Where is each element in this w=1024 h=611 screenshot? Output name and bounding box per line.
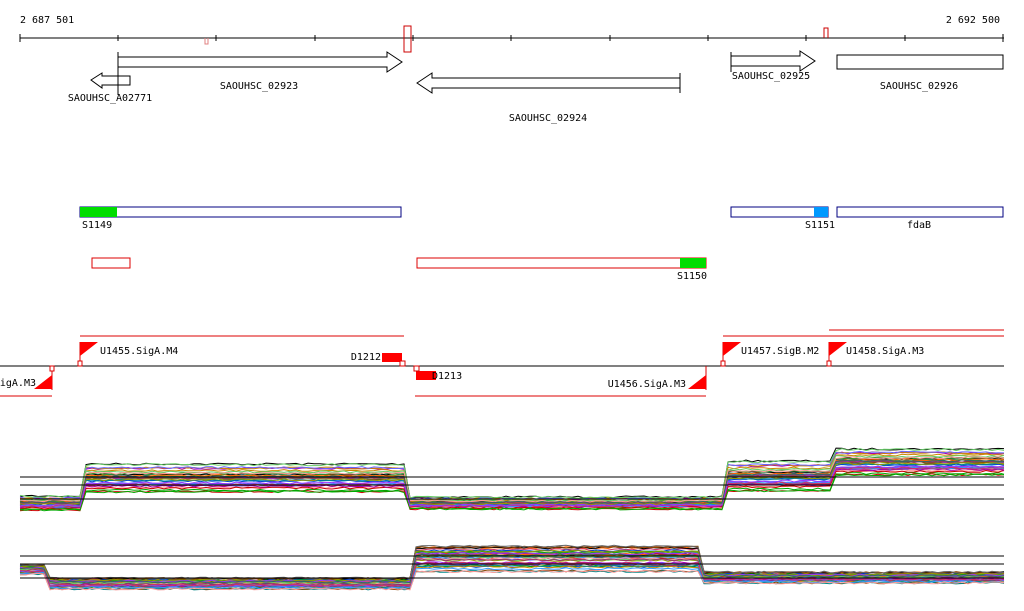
transcript-lines xyxy=(0,329,1004,397)
segment-fdaB[interactable]: fdaB xyxy=(836,206,1004,231)
ruler-position-marker[interactable] xyxy=(403,25,412,53)
gene-arrow-minus xyxy=(416,72,681,94)
ruler-markers xyxy=(204,25,829,53)
expression-profile-line xyxy=(19,555,1005,585)
promoter-label: U1457.SigB.M2 xyxy=(741,346,819,357)
promoter-igA-M3[interactable]: igA.M3 xyxy=(0,365,55,390)
segment-S1149[interactable]: S1149 xyxy=(79,206,402,231)
segment-outline xyxy=(836,206,1004,218)
expression-profile-line xyxy=(19,456,1005,503)
expression-reference-lines xyxy=(20,476,1004,500)
gene-label: SAOUHSC_02926 xyxy=(880,81,958,92)
terminator-block xyxy=(416,371,436,380)
segment-track-minus: S1150 xyxy=(91,257,707,282)
coordinate-ruler: 2 687 501 2 692 500 xyxy=(19,15,1004,53)
expression-profile-line xyxy=(19,450,1005,501)
expression-profile-line xyxy=(19,569,1005,591)
gene-label: SAOUHSC_02925 xyxy=(732,71,810,82)
gene-SAOUHSC_02925[interactable]: SAOUHSC_02925 xyxy=(730,50,816,82)
promoter-flag xyxy=(688,375,706,389)
ruler-marker-peak xyxy=(823,27,829,38)
expression-profile-line xyxy=(19,465,1005,508)
ruler-marker-small xyxy=(204,38,209,45)
promoter-flag xyxy=(80,342,98,356)
promoter-flag xyxy=(829,342,847,356)
expression-profile-line xyxy=(19,553,1005,584)
terminator-D1212[interactable]: D1212 xyxy=(351,352,406,367)
promoter-label: U1458.SigA.M3 xyxy=(846,346,924,357)
segment-small-minus[interactable] xyxy=(91,257,131,269)
gene-SAOUHSC_02923[interactable]: SAOUHSC_02923 xyxy=(117,51,403,92)
expression-profiles-minus xyxy=(19,544,1005,591)
promoter-U1456[interactable]: U1456.SigA.M3 xyxy=(608,366,707,390)
expression-profile-line xyxy=(19,471,1005,510)
segment-outline xyxy=(79,206,402,218)
expression-profiles-plus xyxy=(19,447,1005,512)
segment-outline xyxy=(416,257,707,269)
ruler-start-label: 2 687 501 xyxy=(20,15,74,26)
expression-profile-line xyxy=(19,551,1005,583)
ruler-end-label: 2 692 500 xyxy=(946,15,1000,26)
expression-profile-line xyxy=(19,460,1005,505)
gene-label: SAOUHSC_02923 xyxy=(220,81,298,92)
gene-box-plus xyxy=(836,54,1004,70)
gene-SAOUHSC_02924[interactable]: SAOUHSC_02924 xyxy=(416,72,681,124)
segment-track-plus: S1149 S1151 fdaB xyxy=(79,206,1004,231)
terminator-D1213[interactable]: D1213 xyxy=(413,365,462,382)
terminator-label: D1212 xyxy=(351,352,381,363)
expression-reference-lines xyxy=(20,555,1004,579)
terminator-block xyxy=(382,353,402,362)
gene-track: SAOUHSC_A02771 SAOUHSC_02923 SAOUHSC_029… xyxy=(68,50,1004,124)
expression-track-plus xyxy=(19,447,1005,512)
expression-profile-line xyxy=(19,448,1005,499)
segment-S1150[interactable]: S1150 xyxy=(416,257,707,282)
segment-label: fdaB xyxy=(907,220,931,231)
gene-label: SAOUHSC_A02771 xyxy=(68,93,152,104)
promoter-U1458[interactable]: U1458.SigA.M3 xyxy=(826,342,924,367)
expression-profile-line xyxy=(19,567,1005,590)
promoter-flag xyxy=(34,375,52,389)
promoter-label: igA.M3 xyxy=(0,378,36,389)
expression-track-minus xyxy=(19,544,1005,591)
gene-label: SAOUHSC_02924 xyxy=(509,113,587,124)
promoter-U1455[interactable]: U1455.SigA.M4 xyxy=(77,342,178,367)
expression-profile-line xyxy=(19,473,1005,512)
segment-highlight-green xyxy=(680,258,706,268)
segment-label: S1151 xyxy=(805,220,835,231)
promoter-label: U1455.SigA.M4 xyxy=(100,346,178,357)
promoter-flag xyxy=(723,342,741,356)
gene-arrow-plus xyxy=(730,50,816,72)
segment-S1151[interactable]: S1151 xyxy=(730,206,835,231)
ruler-ticks xyxy=(19,34,1004,42)
promoter-label: U1456.SigA.M3 xyxy=(608,379,686,390)
gene-SAOUHSC_02926[interactable]: SAOUHSC_02926 xyxy=(836,54,1004,92)
gene-arrow-minus xyxy=(90,72,131,89)
segment-highlight-green xyxy=(80,207,117,217)
segment-label: S1149 xyxy=(82,220,112,231)
segment-highlight-blue xyxy=(814,207,828,217)
terminator-label: D1213 xyxy=(432,371,462,382)
promoter-track: U1455.SigA.M4 D1212 igA.M3 D1213 U1456.S… xyxy=(0,329,1004,397)
segment-outline xyxy=(730,206,829,218)
segment-label: S1150 xyxy=(677,271,707,282)
gene-arrow-plus xyxy=(117,51,403,73)
expression-profile-line xyxy=(19,561,1005,587)
promoter-U1457[interactable]: U1457.SigB.M2 xyxy=(720,342,819,367)
